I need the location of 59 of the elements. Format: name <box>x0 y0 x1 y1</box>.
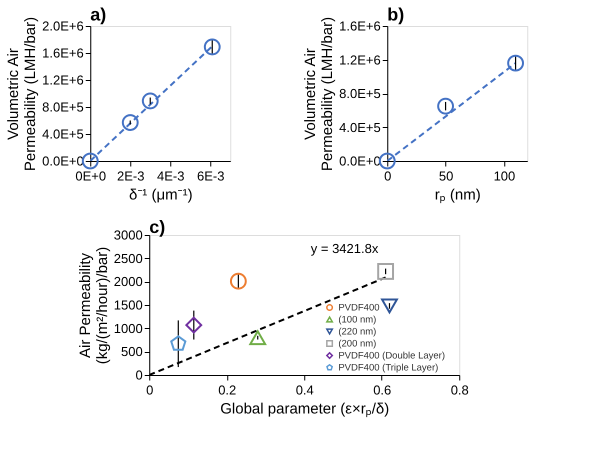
x-tick-label: 50 <box>438 168 454 184</box>
legend-label: PVDF400 (Triple Layer) <box>338 362 438 374</box>
point <box>507 54 524 72</box>
y-tick-label: 2000 <box>114 274 143 290</box>
point <box>204 38 221 56</box>
legend-label: PVDF400 <box>338 302 380 314</box>
legend-label: (220 nm) <box>338 326 376 338</box>
point <box>377 262 394 280</box>
point <box>381 298 398 314</box>
y-tick-label: 2.0E+6 <box>42 18 84 34</box>
y-axis-title: Air Permeability (kg/(m²/hour)/bar) <box>76 246 111 364</box>
y-tick-label: 8.0E+5 <box>339 86 381 101</box>
y-tick-label: 3000 <box>114 228 143 242</box>
x-tick-label: 0.8 <box>450 382 469 398</box>
chart-title: c) <box>149 217 166 237</box>
y-tick-label: 1500 <box>114 298 143 312</box>
x-tick-label: 0.4 <box>296 382 314 398</box>
point <box>122 114 139 131</box>
point <box>142 92 159 110</box>
x-tick-label: 6E-3 <box>197 168 224 184</box>
point <box>185 316 202 334</box>
y-tick-label: 0.0E+0 <box>42 154 84 168</box>
x-axis-title: Global parameter (ε×rₚ/δ) <box>220 400 390 418</box>
y-axis-title: Volumetric Air Permeability (LMH/bar) <box>5 16 40 172</box>
y-axis-title: Volumetric Air Permeability (LMH/bar) <box>302 16 336 172</box>
y-tick-label: 1000 <box>114 320 143 336</box>
point <box>82 152 99 170</box>
x-axis-title: rₚ (nm) <box>434 186 481 204</box>
chart-title: b) <box>387 4 404 24</box>
x-axis-title: δ⁻¹ (μm⁻¹) <box>128 186 193 204</box>
y-tick-label: 1.6E+6 <box>42 46 84 60</box>
y-tick-label: 0.0E+0 <box>339 154 381 168</box>
y-tick-label: 0 <box>136 368 143 382</box>
legend-label: (100 nm) <box>338 314 376 326</box>
point <box>230 272 247 290</box>
chart-title: a) <box>90 4 106 24</box>
point <box>249 330 266 346</box>
y-tick-label: 4.0E+5 <box>339 120 381 135</box>
x-tick-label: 0.6 <box>373 382 392 398</box>
y-tick-label: 4.0E+5 <box>42 126 84 142</box>
y-tick-label: 1.6E+6 <box>339 18 381 34</box>
x-tick-label: 0 <box>384 168 392 184</box>
y-tick-label: 500 <box>121 344 143 360</box>
x-tick-label: 100 <box>494 168 516 184</box>
x-tick-label: 4E-3 <box>157 168 184 184</box>
y-tick-label: 2500 <box>114 250 143 266</box>
x-tick-label: 0E+0 <box>75 168 106 184</box>
legend-label: (200 nm) <box>338 338 376 350</box>
point <box>170 335 186 351</box>
legend-label: PVDF400 (Double Layer) <box>338 350 446 362</box>
x-tick-label: 2E-3 <box>117 168 144 184</box>
point <box>437 98 454 115</box>
x-tick-label: 0.2 <box>218 382 236 398</box>
point <box>378 152 396 170</box>
y-tick-label: 1.2E+6 <box>42 72 84 88</box>
y-tick-label: 8.0E+5 <box>42 100 84 114</box>
annotation: y = 3421.8x <box>310 241 379 256</box>
y-tick-label: 1.2E+6 <box>339 52 381 68</box>
x-tick-label: 0 <box>146 382 154 398</box>
